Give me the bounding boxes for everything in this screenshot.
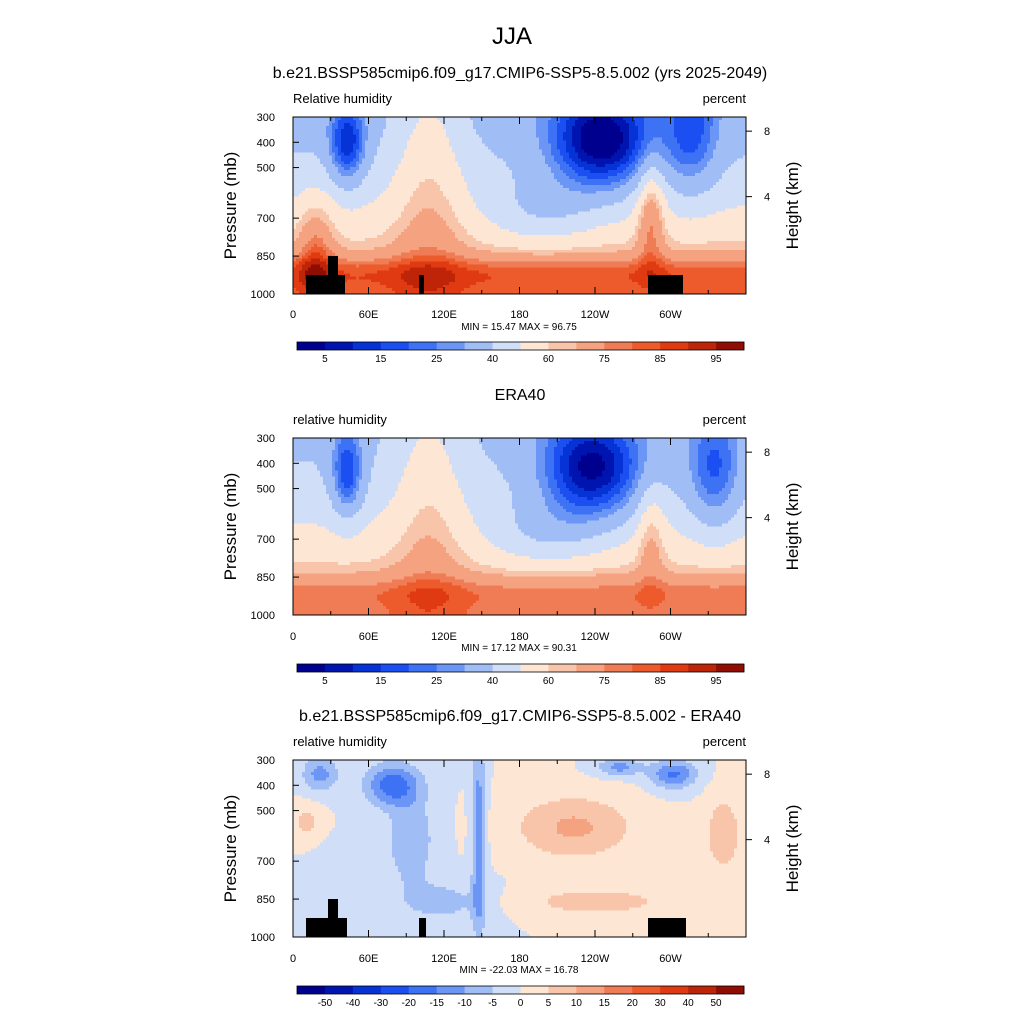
panel-title: b.e21.BSSP585cmip6.f09_g17.CMIP6-SSP5-8.… [273,65,768,82]
chart-panel-1: b.e21.BSSP585cmip6.f09_g17.CMIP6-SSP5-8.… [221,65,802,365]
heatmap-cells [293,117,747,295]
units-label: percent [703,91,747,106]
figure-title: JJA [492,23,532,50]
field-label: Relative humidity [293,91,392,106]
